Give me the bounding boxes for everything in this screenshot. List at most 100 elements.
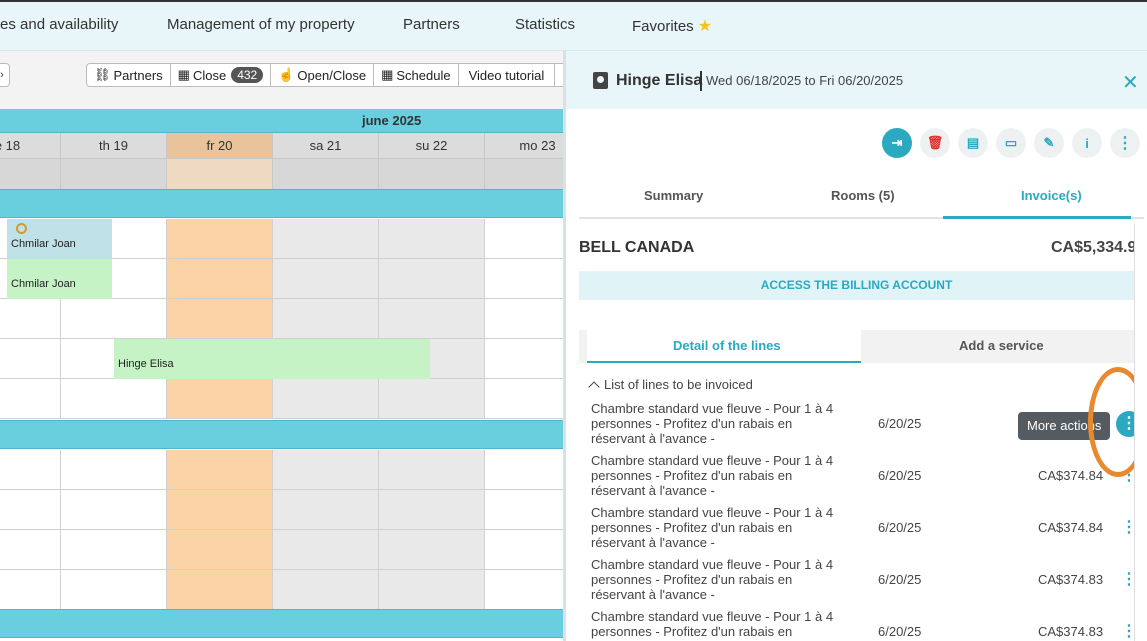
planning-cell[interactable] xyxy=(0,299,61,339)
invoice-total: CA$5,334.99 xyxy=(1051,239,1146,256)
booking-bar[interactable]: Chmilar Joan xyxy=(7,219,112,259)
planning-cell[interactable] xyxy=(167,490,273,530)
lines-list-toggle[interactable]: List of lines to be invoiced xyxy=(588,377,753,393)
planning-cell[interactable] xyxy=(273,450,379,490)
planning-cell[interactable] xyxy=(273,570,379,610)
planning-cell[interactable] xyxy=(61,530,167,570)
planning-cell[interactable] xyxy=(61,379,167,419)
toolbar-more-icon[interactable]: ⋮ xyxy=(555,64,563,86)
planning-cell[interactable] xyxy=(273,530,379,570)
panel-splitter[interactable] xyxy=(563,51,566,641)
planning-cell[interactable] xyxy=(379,450,485,490)
close-count-badge: 432 xyxy=(231,67,264,83)
planning-cell[interactable] xyxy=(61,490,167,530)
line-date: 6/20/25 xyxy=(878,468,922,483)
company-name: BELL CANADA xyxy=(579,239,695,256)
planning-cell[interactable] xyxy=(0,570,61,610)
room-type-band xyxy=(0,609,563,638)
planning-cell[interactable] xyxy=(61,570,167,610)
planning-cell[interactable] xyxy=(485,379,563,419)
day-subrow-cell xyxy=(485,158,563,189)
planning-cell[interactable] xyxy=(379,259,485,299)
more-vertical-icon[interactable]: ⋮ xyxy=(1110,128,1140,158)
id-card-icon[interactable]: ▭ xyxy=(996,128,1026,158)
planning-cell[interactable] xyxy=(485,570,563,610)
room-type-band xyxy=(0,420,563,449)
line-more-actions-icon[interactable]: ⋮ xyxy=(1121,571,1137,588)
access-billing-account-button[interactable]: ACCESS THE BILLING ACCOUNT xyxy=(579,271,1134,300)
info-icon[interactable]: i xyxy=(1072,128,1102,158)
partners-toggle-button[interactable]: ⛓ Partners xyxy=(87,64,171,86)
planning-cell[interactable] xyxy=(0,490,61,530)
day-subrow-cell xyxy=(167,158,273,189)
schedule-label: Schedule xyxy=(396,67,451,83)
schedule-button[interactable]: ▦ Schedule xyxy=(374,64,459,86)
planning-cell[interactable] xyxy=(0,379,61,419)
planning-cell[interactable] xyxy=(273,379,379,419)
line-more-actions-icon[interactable]: ⋮ xyxy=(1121,623,1137,640)
day-subrow-cell xyxy=(273,158,379,189)
next-arrow-button[interactable]: › xyxy=(0,63,10,87)
nav-statistics[interactable]: Statistics xyxy=(515,16,576,33)
nav-partners[interactable]: Partners xyxy=(403,16,460,33)
planning-cell[interactable] xyxy=(485,259,563,299)
planning-cell[interactable] xyxy=(379,570,485,610)
delete-icon[interactable]: 🗑 xyxy=(920,128,950,158)
planning-cell[interactable] xyxy=(0,530,61,570)
nav-rates-availability[interactable]: es and availability xyxy=(0,16,119,33)
sub-tab-detail-lines[interactable]: Detail of the lines xyxy=(673,338,781,353)
day-header-22: su 22 xyxy=(379,133,485,158)
tab-invoices[interactable]: Invoice(s) xyxy=(1021,188,1082,203)
tab-summary[interactable]: Summary xyxy=(644,188,704,203)
open-close-button[interactable]: ☝ Open/Close xyxy=(271,64,375,86)
tab-rooms[interactable]: Rooms (5) xyxy=(831,188,895,203)
planning-cell[interactable] xyxy=(167,570,273,610)
planning-cell[interactable] xyxy=(167,299,273,339)
planning-cell[interactable] xyxy=(167,219,273,259)
month-label: june 2025 xyxy=(362,113,422,128)
planning-cell[interactable] xyxy=(485,339,563,379)
planning-cell[interactable] xyxy=(167,530,273,570)
stay-dates: Wed 06/18/2025 to Fri 06/20/2025 xyxy=(706,73,904,88)
planning-cell[interactable] xyxy=(485,530,563,570)
planning-cell[interactable] xyxy=(273,219,379,259)
booking-bar[interactable]: Chmilar Joan xyxy=(7,259,112,299)
planning-cell[interactable] xyxy=(485,219,563,259)
booking-guest-name: Chmilar Joan xyxy=(11,278,76,290)
planning-cell[interactable] xyxy=(379,299,485,339)
nav-favorites[interactable]: Favorites ★ xyxy=(632,16,712,36)
planning-cell[interactable] xyxy=(273,299,379,339)
line-date: 6/20/25 xyxy=(878,520,922,535)
planning-cell[interactable] xyxy=(485,299,563,339)
planning-cell[interactable] xyxy=(485,450,563,490)
planning-cell[interactable] xyxy=(0,450,61,490)
planning-cell[interactable] xyxy=(61,299,167,339)
check-in-icon[interactable]: ⇥ xyxy=(882,128,912,158)
edit-icon[interactable]: ✎ xyxy=(1034,128,1064,158)
planning-cell[interactable] xyxy=(167,259,273,299)
close-button[interactable]: ▦ Close 432 xyxy=(171,64,272,86)
document-icon[interactable]: ▤ xyxy=(958,128,988,158)
planning-cell[interactable] xyxy=(379,379,485,419)
close-icon[interactable]: ✕ xyxy=(1122,72,1139,94)
planning-cell[interactable] xyxy=(167,450,273,490)
planning-cell[interactable] xyxy=(379,219,485,259)
planning-cell[interactable] xyxy=(273,259,379,299)
planning-cell[interactable] xyxy=(167,379,273,419)
planning-cell[interactable] xyxy=(379,530,485,570)
booking-bar-selected[interactable]: Hinge Elisa xyxy=(114,339,430,379)
booking-guest-name: Chmilar Joan xyxy=(11,238,76,250)
planning-cell[interactable] xyxy=(273,490,379,530)
panel-scrollbar[interactable] xyxy=(1134,224,1147,641)
planning-cell[interactable] xyxy=(485,490,563,530)
action-icon-bar: ⇥ 🗑 ▤ ▭ ✎ i ⋮ xyxy=(882,128,1140,158)
invoice-sub-tabs: Detail of the lines Add a service xyxy=(579,330,1134,363)
planning-cell[interactable] xyxy=(379,490,485,530)
reservation-panel: Hinge Elisa Wed 06/18/2025 to Fri 06/20/… xyxy=(566,51,1147,641)
video-tutorial-button[interactable]: Video tutorial xyxy=(459,64,556,86)
line-more-actions-icon[interactable]: ⋮ xyxy=(1121,519,1137,536)
planning-cell[interactable] xyxy=(61,450,167,490)
planning-cell[interactable] xyxy=(0,339,61,379)
sub-tab-add-service[interactable]: Add a service xyxy=(959,338,1044,353)
nav-management-property[interactable]: Management of my property xyxy=(167,16,355,33)
